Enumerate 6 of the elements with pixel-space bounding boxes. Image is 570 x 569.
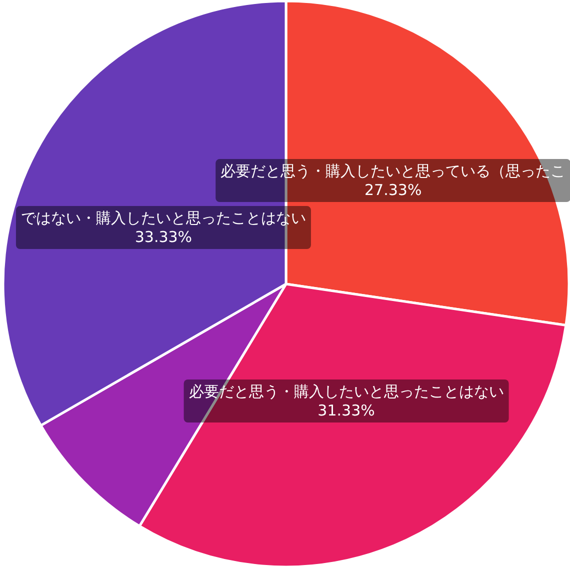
data-label: 33.33%: [134, 228, 192, 246]
slice-label: ではない・購入したいと思ったことはない: [20, 209, 306, 228]
data-label: 27.33%: [364, 181, 422, 200]
slice-label: 必要だと思う・購入したいと思ったことはない: [188, 382, 504, 401]
slice-label: 必要だと思う・購入したいと思っている（思ったこ: [220, 162, 566, 180]
data-label: 31.33%: [318, 402, 375, 420]
